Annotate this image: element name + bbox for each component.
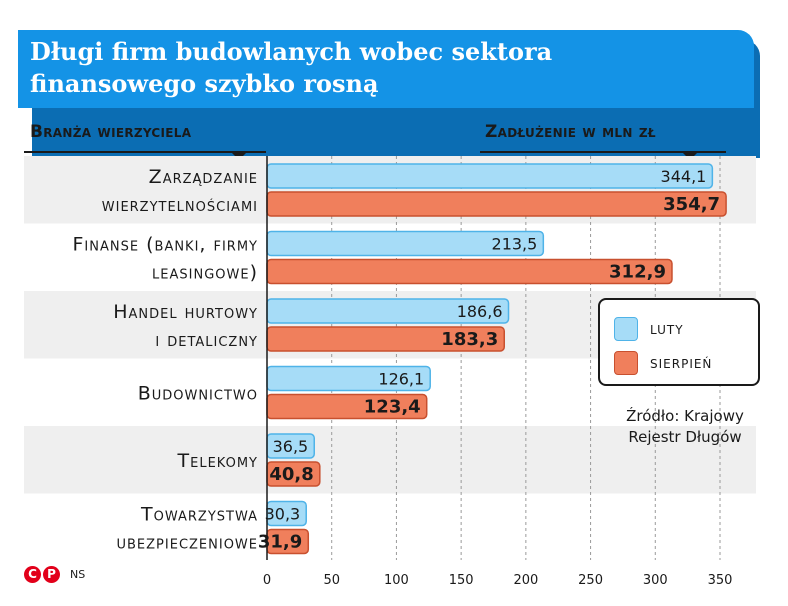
title-banner [18,30,754,108]
legend-item-sierpien: sierpień [614,350,712,376]
x-tick-label-5: 250 [578,573,603,588]
x-tick-label-1: 50 [323,573,340,588]
value-heading-rule [480,151,726,153]
legend: luty sierpień [598,298,760,386]
category-label-5-1: ubezpieczeniowe [117,531,259,553]
category-label-0-1: wierzytelnościami [102,194,258,216]
data-label-luty-4: 36,5 [273,437,309,456]
category-label-2-0: Handel hurtowy [113,301,258,323]
publisher-logo: C P NS [24,566,85,583]
legend-label-luty: luty [650,319,684,339]
category-label-2-1: i detaliczny [155,329,258,351]
data-label-luty-3: 126,1 [378,370,424,389]
data-label-luty-2: 186,6 [457,302,503,321]
category-label-3-0: Budownictwo [138,382,258,404]
x-tick-label-0: 0 [263,573,271,588]
category-label-1-0: Finanse (banki, firmy [73,233,259,255]
x-tick-label-7: 350 [708,573,733,588]
data-label-luty-1: 213,5 [492,235,538,254]
bar-sierpien-0 [266,191,727,217]
category-label-5-0: Towarzystwa [140,503,258,525]
x-tick-label-2: 100 [384,573,409,588]
value-axis-heading: Zadłużenie w mln zł [485,122,656,142]
legend-swatch-sierpien [614,351,638,375]
data-label-sierpien-2: 183,3 [441,329,498,350]
x-tick-label-6: 300 [643,573,668,588]
category-label-4-0: Telekomy [177,450,258,472]
logo-initials: NS [70,568,86,581]
category-label-1-1: leasingowe) [152,261,258,283]
category-label-0-0: Zarządzanie [149,166,258,188]
chart-title: Długi firm budowlanych wobec sektora fin… [30,37,553,98]
category-axis-heading: Branża wierzyciela [30,122,192,142]
legend-item-luty: luty [614,316,684,342]
category-band-4 [24,426,756,494]
logo-c-mark: C [24,566,41,583]
data-label-sierpien-1: 312,9 [609,262,666,283]
legend-label-sierpien: sierpień [650,353,713,373]
source-note: Źródło: Krajowy Rejestr Długów [600,406,770,448]
x-tick-label-3: 150 [449,573,474,588]
data-label-sierpien-5: 31,9 [258,532,302,553]
data-label-luty-5: 30,3 [265,505,301,524]
bar-luty-0 [266,163,714,189]
logo-p-mark: P [43,566,60,583]
source-line-2: Rejestr Długów [628,428,742,446]
data-label-sierpien-3: 123,4 [364,397,421,418]
source-line-1: Źródło: Krajowy [626,407,744,425]
category-heading-rule [24,151,266,153]
x-tick-label-4: 200 [513,573,538,588]
data-label-sierpien-0: 354,7 [663,194,720,215]
data-label-sierpien-4: 40,8 [269,464,313,485]
data-label-luty-0: 344,1 [661,167,707,186]
legend-swatch-luty [614,317,638,341]
